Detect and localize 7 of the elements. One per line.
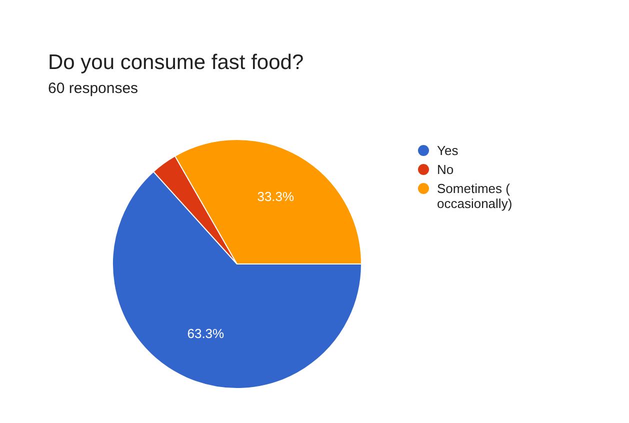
data-label: 33.3% — [257, 188, 295, 204]
data-label: 63.3% — [187, 326, 225, 342]
chart-subtitle: 60 responses — [48, 80, 138, 97]
chart-title: Do you consume fast food? — [48, 51, 304, 75]
legend-label: No — [437, 162, 454, 177]
legend-label: Sometimes ( occasionally) — [437, 181, 514, 211]
legend-label: Yes — [437, 143, 458, 158]
